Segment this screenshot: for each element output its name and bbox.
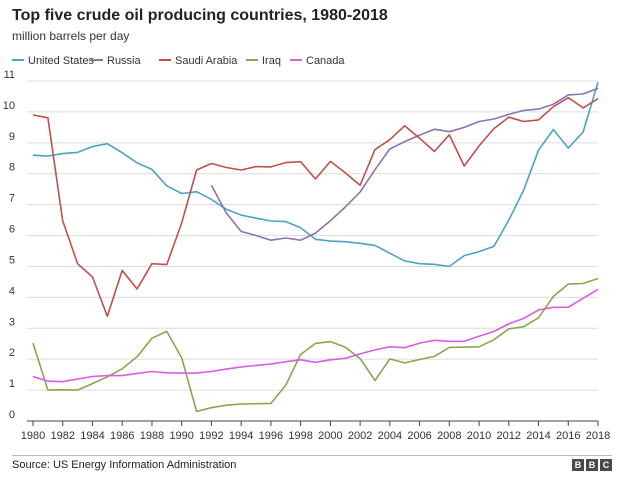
- x-tick-label-1990: 1990: [169, 430, 193, 442]
- x-tick-label-1998: 1998: [288, 430, 312, 442]
- series-line-canada: [32, 288, 599, 383]
- y-tick-label-9: 9: [9, 131, 15, 143]
- chart-title: Top five crude oil producing countries, …: [12, 7, 388, 24]
- series-line-united-states: [32, 81, 599, 268]
- line-chart: United States Russia Saudi Arabia Iraq Canad…: [3, 55, 610, 442]
- y-tick-label-2: 2: [9, 347, 15, 359]
- x-axis-ticks: 1980 1982 1984 1986 1988 1990 1992 1994 1996 1998…: [21, 421, 610, 442]
- y-tick-label-8: 8: [9, 162, 15, 174]
- x-tick-label-1986: 1986: [110, 430, 134, 442]
- y-tick-label-6: 6: [9, 224, 15, 236]
- x-tick-label-2004: 2004: [378, 430, 402, 442]
- x-tick-label-2018: 2018: [586, 430, 610, 442]
- chart-subtitle: million barrels per day: [12, 29, 130, 43]
- x-tick-label-2000: 2000: [318, 430, 342, 442]
- x-tick-label-2010: 2010: [467, 430, 491, 442]
- legend-label-russia: Russia: [107, 55, 142, 67]
- series-line-russia: [210, 87, 599, 241]
- series-line-saudi-arabia: [32, 96, 599, 318]
- legend-label-united-states: United States: [28, 55, 95, 67]
- x-tick-label-2014: 2014: [526, 430, 550, 442]
- bbc-logo-letter-b2: B: [586, 459, 598, 471]
- x-tick-label-1988: 1988: [140, 430, 164, 442]
- x-tick-label-2012: 2012: [497, 430, 521, 442]
- y-tick-label-4: 4: [9, 285, 15, 297]
- y-tick-label-10: 10: [3, 100, 15, 112]
- legend: United States Russia Saudi Arabia Iraq Canad…: [12, 55, 345, 67]
- bbc-logo: B B C: [572, 459, 612, 471]
- series-line-iraq: [32, 277, 599, 413]
- footer-divider: [12, 455, 612, 456]
- y-tick-label-7: 7: [9, 193, 15, 205]
- legend-label-canada: Canada: [306, 55, 345, 67]
- bbc-logo-letter-c: C: [600, 459, 612, 471]
- x-tick-label-2008: 2008: [437, 430, 461, 442]
- bbc-logo-letter-b1: B: [572, 459, 584, 471]
- legend-label-iraq: Iraq: [262, 55, 281, 67]
- y-tick-label-1: 1: [9, 378, 15, 390]
- y-tick-label-5: 5: [9, 254, 15, 266]
- x-tick-label-1980: 1980: [21, 430, 45, 442]
- x-tick-label-1992: 1992: [199, 430, 223, 442]
- y-tick-label-11: 11: [4, 69, 15, 81]
- source-note: Source: US Energy Information Administra…: [12, 459, 237, 471]
- grid-lines: [27, 80, 598, 422]
- y-tick-label-0: 0: [9, 409, 15, 421]
- x-tick-label-2002: 2002: [348, 430, 372, 442]
- x-tick-label-1996: 1996: [259, 430, 283, 442]
- x-tick-label-1994: 1994: [229, 430, 253, 442]
- x-tick-label-1984: 1984: [80, 430, 104, 442]
- x-tick-label-1982: 1982: [50, 430, 74, 442]
- y-tick-label-3: 3: [9, 316, 15, 328]
- legend-label-saudi-arabia: Saudi Arabia: [175, 55, 238, 67]
- x-tick-label-2016: 2016: [556, 430, 580, 442]
- x-tick-label-2006: 2006: [407, 430, 431, 442]
- y-axis-ticks: 0 1 2 3 4 5 6 7 8 9 10 11: [3, 69, 15, 421]
- series-lines: [32, 81, 599, 413]
